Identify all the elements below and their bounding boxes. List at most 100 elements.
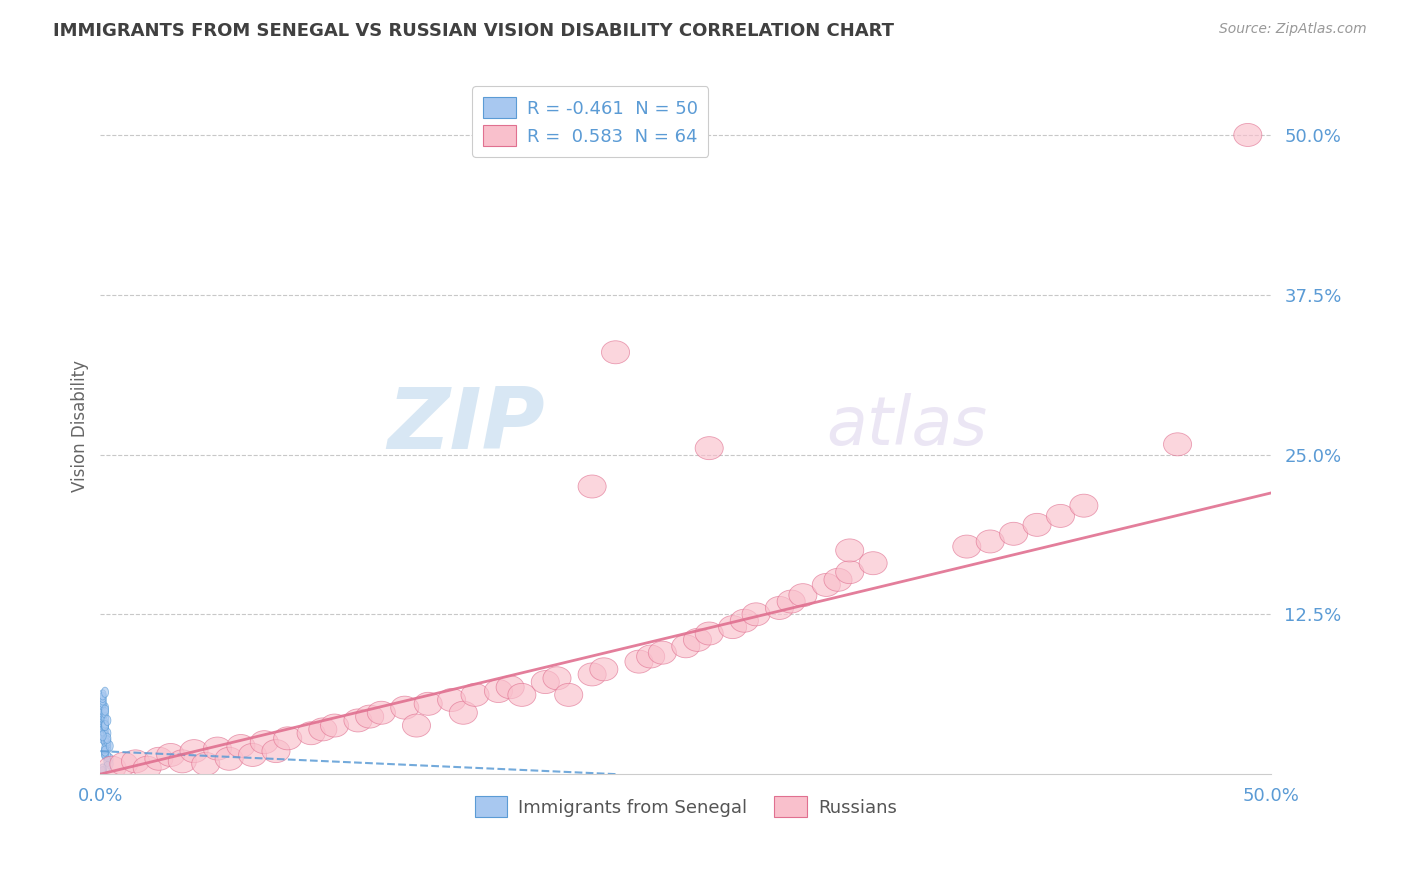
Ellipse shape — [1070, 494, 1098, 517]
Ellipse shape — [100, 733, 107, 743]
Ellipse shape — [101, 743, 108, 754]
Ellipse shape — [101, 723, 108, 733]
Ellipse shape — [134, 756, 162, 780]
Ellipse shape — [344, 709, 373, 732]
Ellipse shape — [508, 683, 536, 706]
Ellipse shape — [683, 628, 711, 651]
Ellipse shape — [100, 721, 107, 731]
Ellipse shape — [100, 695, 107, 705]
Ellipse shape — [101, 731, 108, 741]
Ellipse shape — [145, 747, 173, 771]
Ellipse shape — [101, 721, 108, 731]
Ellipse shape — [101, 750, 108, 760]
Ellipse shape — [765, 597, 793, 619]
Ellipse shape — [367, 701, 395, 724]
Ellipse shape — [100, 690, 107, 700]
Ellipse shape — [101, 718, 108, 728]
Ellipse shape — [100, 764, 107, 774]
Ellipse shape — [101, 703, 108, 713]
Ellipse shape — [104, 733, 111, 743]
Ellipse shape — [1024, 514, 1052, 536]
Ellipse shape — [100, 700, 107, 710]
Ellipse shape — [156, 743, 184, 766]
Ellipse shape — [101, 721, 108, 731]
Ellipse shape — [624, 650, 652, 673]
Ellipse shape — [104, 756, 111, 766]
Text: atlas: atlas — [827, 392, 987, 458]
Ellipse shape — [450, 701, 478, 724]
Ellipse shape — [101, 737, 108, 747]
Ellipse shape — [461, 683, 489, 706]
Ellipse shape — [309, 718, 337, 741]
Ellipse shape — [100, 731, 107, 741]
Ellipse shape — [1233, 123, 1261, 146]
Ellipse shape — [100, 715, 107, 725]
Ellipse shape — [415, 692, 443, 715]
Ellipse shape — [215, 747, 243, 771]
Ellipse shape — [297, 722, 325, 745]
Ellipse shape — [100, 710, 107, 721]
Y-axis label: Vision Disability: Vision Disability — [72, 359, 89, 491]
Ellipse shape — [101, 746, 108, 756]
Ellipse shape — [100, 724, 107, 734]
Ellipse shape — [835, 539, 863, 562]
Ellipse shape — [391, 696, 419, 719]
Ellipse shape — [578, 475, 606, 498]
Ellipse shape — [104, 751, 111, 762]
Ellipse shape — [730, 609, 758, 632]
Ellipse shape — [648, 641, 676, 665]
Ellipse shape — [100, 731, 107, 741]
Ellipse shape — [274, 727, 302, 750]
Ellipse shape — [107, 754, 114, 764]
Ellipse shape — [824, 568, 852, 591]
Ellipse shape — [778, 590, 806, 613]
Text: Source: ZipAtlas.com: Source: ZipAtlas.com — [1219, 22, 1367, 37]
Ellipse shape — [742, 603, 770, 626]
Ellipse shape — [321, 714, 349, 737]
Ellipse shape — [1000, 523, 1028, 545]
Ellipse shape — [496, 676, 524, 698]
Ellipse shape — [672, 635, 700, 657]
Ellipse shape — [104, 728, 111, 739]
Ellipse shape — [602, 341, 630, 364]
Ellipse shape — [101, 687, 108, 698]
Ellipse shape — [101, 728, 108, 739]
Ellipse shape — [1164, 433, 1192, 456]
Ellipse shape — [101, 748, 108, 759]
Ellipse shape — [101, 707, 108, 718]
Ellipse shape — [100, 698, 107, 707]
Ellipse shape — [101, 705, 108, 715]
Ellipse shape — [104, 736, 111, 746]
Ellipse shape — [100, 725, 107, 736]
Ellipse shape — [262, 739, 290, 763]
Ellipse shape — [107, 741, 114, 751]
Ellipse shape — [107, 759, 114, 769]
Ellipse shape — [578, 663, 606, 686]
Ellipse shape — [637, 645, 665, 668]
Ellipse shape — [204, 737, 232, 760]
Ellipse shape — [104, 762, 111, 772]
Ellipse shape — [100, 713, 107, 723]
Ellipse shape — [104, 715, 111, 725]
Ellipse shape — [859, 551, 887, 574]
Ellipse shape — [437, 689, 465, 712]
Ellipse shape — [976, 530, 1004, 553]
Ellipse shape — [589, 657, 617, 681]
Ellipse shape — [101, 713, 108, 723]
Ellipse shape — [718, 615, 747, 639]
Ellipse shape — [226, 734, 254, 757]
Ellipse shape — [789, 583, 817, 607]
Text: IMMIGRANTS FROM SENEGAL VS RUSSIAN VISION DISABILITY CORRELATION CHART: IMMIGRANTS FROM SENEGAL VS RUSSIAN VISIO… — [53, 22, 894, 40]
Ellipse shape — [356, 705, 384, 728]
Ellipse shape — [485, 680, 513, 703]
Ellipse shape — [101, 746, 108, 756]
Ellipse shape — [100, 718, 107, 728]
Ellipse shape — [100, 707, 107, 718]
Ellipse shape — [169, 750, 197, 772]
Ellipse shape — [402, 714, 430, 737]
Ellipse shape — [695, 622, 723, 645]
Ellipse shape — [1046, 504, 1074, 527]
Ellipse shape — [813, 574, 841, 597]
Ellipse shape — [100, 766, 107, 777]
Ellipse shape — [121, 750, 149, 772]
